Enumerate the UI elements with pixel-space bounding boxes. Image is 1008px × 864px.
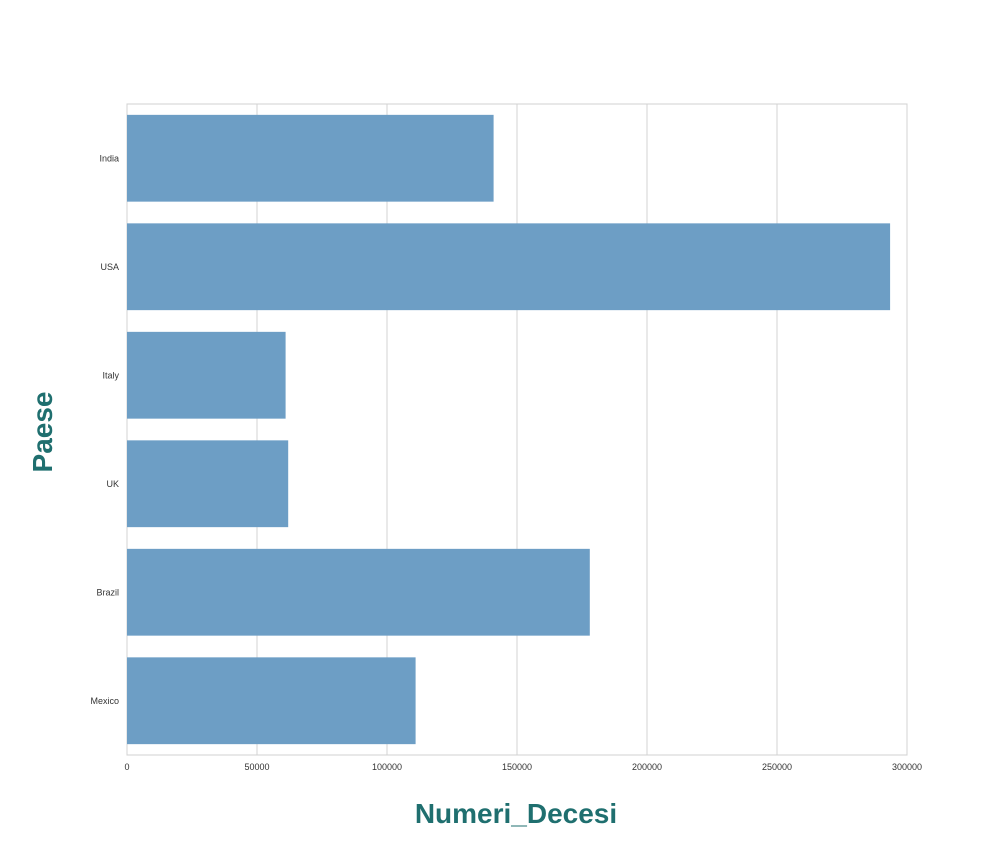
x-tick-label: 200000 <box>632 762 662 772</box>
bars <box>127 114 891 745</box>
bar-india <box>127 114 494 202</box>
x-tick-label: 300000 <box>892 762 922 772</box>
x-tick-label: 0 <box>124 762 129 772</box>
x-tick-label: 150000 <box>502 762 532 772</box>
y-tick-label: Italy <box>102 370 119 380</box>
y-axis-title: Paese <box>27 392 58 473</box>
x-axis-ticks: 0 50000 100000 150000 200000 250000 300000 <box>124 762 922 772</box>
x-axis-title: Numeri_Decesi <box>415 798 617 829</box>
y-tick-label: India <box>99 153 119 163</box>
y-tick-label: Mexico <box>90 696 119 706</box>
bar-italy <box>127 331 286 419</box>
x-tick-label: 100000 <box>372 762 402 772</box>
bar-uk <box>127 440 289 528</box>
bar-brazil <box>127 548 590 636</box>
y-tick-label: USA <box>100 262 119 272</box>
x-tick-label: 50000 <box>244 762 269 772</box>
y-tick-label: Brazil <box>96 587 119 597</box>
y-axis-ticks: India USA Italy UK Brazil Mexico <box>90 153 119 706</box>
y-tick-label: UK <box>106 479 119 489</box>
bar-mexico <box>127 657 416 745</box>
grid <box>126 104 908 755</box>
x-tick-label: 250000 <box>762 762 792 772</box>
bar-usa <box>127 223 891 311</box>
